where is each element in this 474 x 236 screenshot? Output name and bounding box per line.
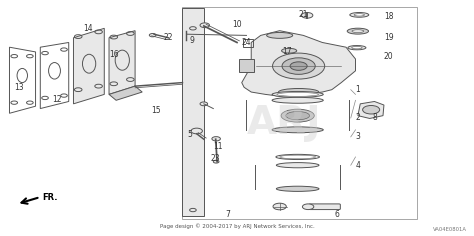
- Circle shape: [301, 13, 313, 18]
- Text: 14: 14: [83, 24, 92, 33]
- Text: 22: 22: [164, 33, 173, 42]
- Circle shape: [302, 204, 314, 210]
- Text: 1: 1: [356, 85, 360, 94]
- Text: 11: 11: [213, 142, 223, 151]
- Text: 2: 2: [356, 114, 360, 122]
- Circle shape: [273, 53, 325, 79]
- Text: 16: 16: [109, 50, 118, 59]
- Ellipse shape: [352, 30, 364, 33]
- Circle shape: [149, 34, 156, 37]
- Ellipse shape: [277, 93, 319, 96]
- Polygon shape: [73, 28, 104, 104]
- Ellipse shape: [276, 163, 319, 168]
- Ellipse shape: [347, 28, 369, 34]
- Text: 15: 15: [152, 106, 161, 115]
- Bar: [182, 7, 417, 219]
- Ellipse shape: [272, 92, 323, 97]
- Text: 8: 8: [372, 114, 377, 122]
- Circle shape: [200, 23, 210, 28]
- Text: 13: 13: [14, 83, 24, 92]
- Ellipse shape: [354, 14, 365, 16]
- Circle shape: [213, 160, 219, 163]
- Circle shape: [273, 203, 286, 210]
- Text: ARJ: ARJ: [247, 104, 322, 142]
- Text: 9: 9: [190, 36, 194, 45]
- Text: 10: 10: [232, 20, 242, 29]
- Bar: [182, 8, 204, 216]
- Ellipse shape: [282, 48, 297, 53]
- Polygon shape: [109, 31, 135, 94]
- Text: 5: 5: [187, 130, 192, 139]
- Bar: [243, 39, 253, 47]
- Text: 21: 21: [299, 10, 308, 19]
- Text: 4: 4: [356, 161, 360, 170]
- Text: 17: 17: [282, 47, 292, 56]
- Text: 19: 19: [384, 33, 393, 42]
- Ellipse shape: [266, 33, 292, 38]
- Circle shape: [290, 62, 307, 70]
- Text: Page design © 2004-2017 by ARJ Network Services, Inc.: Page design © 2004-2017 by ARJ Network S…: [160, 223, 314, 229]
- Circle shape: [200, 102, 208, 106]
- Polygon shape: [242, 31, 356, 97]
- Polygon shape: [358, 101, 384, 118]
- Polygon shape: [109, 86, 142, 100]
- Ellipse shape: [281, 109, 314, 122]
- Circle shape: [282, 58, 315, 74]
- Text: 24: 24: [242, 38, 251, 47]
- FancyBboxPatch shape: [309, 204, 340, 210]
- Ellipse shape: [352, 46, 362, 49]
- Circle shape: [363, 105, 380, 114]
- Text: FR.: FR.: [43, 193, 58, 202]
- Text: 20: 20: [384, 52, 393, 61]
- Text: 12: 12: [52, 95, 62, 104]
- Text: VA04E0801A: VA04E0801A: [433, 228, 467, 232]
- Circle shape: [191, 128, 202, 134]
- Ellipse shape: [272, 97, 323, 103]
- Ellipse shape: [286, 112, 310, 120]
- Ellipse shape: [272, 127, 323, 133]
- Text: 7: 7: [225, 210, 230, 219]
- Ellipse shape: [348, 46, 366, 50]
- Bar: [239, 59, 254, 72]
- Text: 23: 23: [211, 154, 220, 163]
- Ellipse shape: [350, 13, 369, 17]
- Ellipse shape: [276, 186, 319, 191]
- Text: 18: 18: [384, 12, 393, 21]
- Text: 6: 6: [334, 210, 339, 219]
- Ellipse shape: [279, 88, 319, 96]
- Circle shape: [212, 137, 220, 141]
- Text: 3: 3: [356, 132, 360, 141]
